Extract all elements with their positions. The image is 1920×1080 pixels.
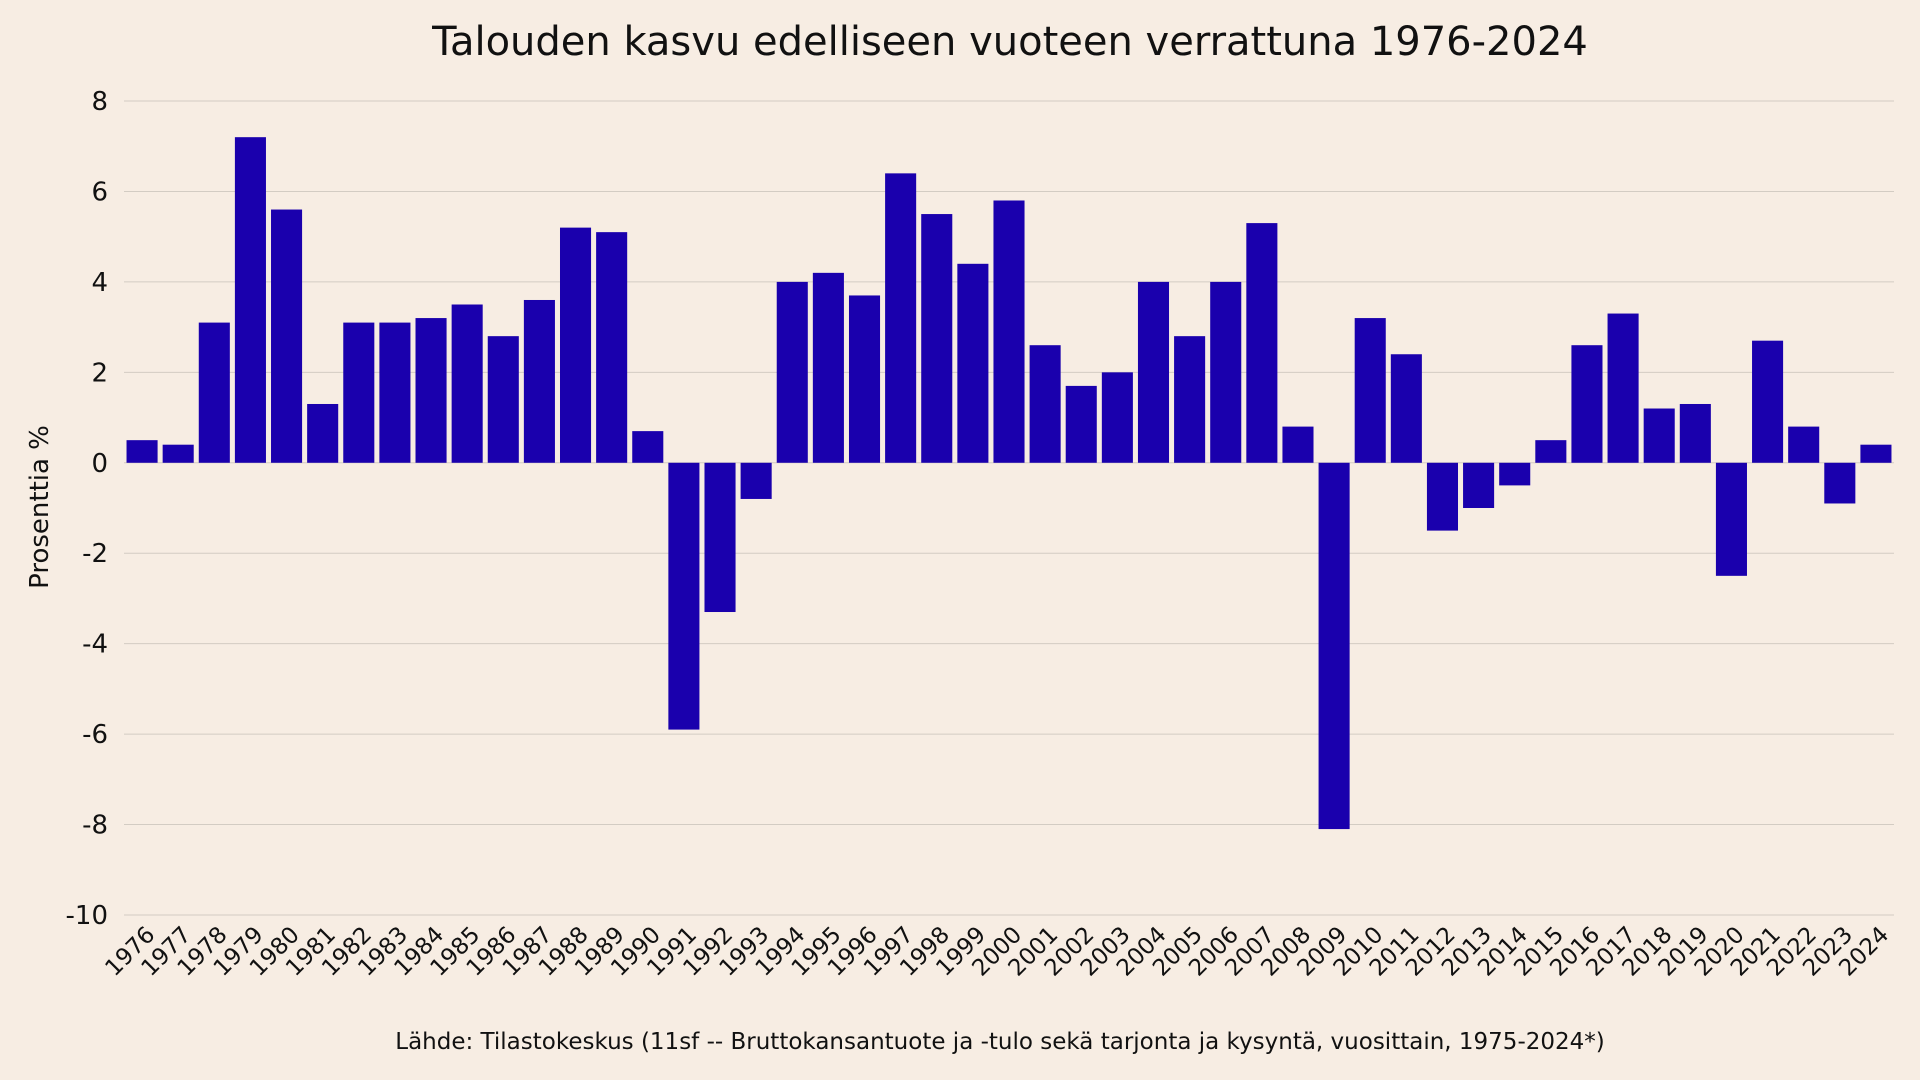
bar-1995	[812, 272, 844, 463]
bar-2017	[1607, 313, 1639, 463]
bar-1990	[632, 431, 664, 463]
y-tick-label: -2	[82, 539, 108, 569]
bar-1991	[668, 462, 700, 730]
y-tick-label: -6	[82, 720, 108, 750]
bar-2011	[1390, 354, 1422, 463]
bar-2014	[1499, 462, 1531, 486]
bar-1981	[307, 403, 339, 463]
bar-2019	[1679, 403, 1711, 463]
bar-2012	[1426, 462, 1459, 531]
bar-1987	[523, 299, 555, 463]
bar-2010	[1354, 318, 1386, 463]
bar-2000	[993, 200, 1025, 463]
bar-2009	[1318, 462, 1350, 830]
x-axis-ticks: 1976197719781979198019811982198319841985…	[101, 922, 1895, 982]
chart-title: Talouden kasvu edelliseen vuoteen verrat…	[431, 19, 1588, 65]
bar-2005	[1174, 336, 1206, 463]
bar-1998	[921, 214, 953, 463]
bar-2015	[1535, 440, 1567, 463]
source-note: Lähde: Tilastokeskus (11sf -- Bruttokans…	[395, 1029, 1605, 1055]
bar-1985	[451, 304, 483, 463]
bar-2023	[1824, 462, 1856, 504]
bar-1994	[776, 281, 808, 463]
y-tick-label: 2	[91, 358, 108, 388]
y-axis-ticks: 8 6 4 2 0 -2 -4 -6 -8 -10	[66, 87, 108, 931]
y-tick-label: -8	[82, 811, 108, 841]
bar-2020	[1715, 462, 1747, 576]
bar-1989	[596, 232, 628, 463]
bar-1993	[740, 462, 772, 499]
y-tick-label: 4	[91, 268, 108, 298]
bar-2003	[1101, 372, 1133, 463]
bar-1986	[487, 336, 519, 463]
bar-2021	[1752, 340, 1784, 463]
bar-2004	[1137, 281, 1170, 463]
bar-1988	[559, 227, 592, 463]
bar-1977	[162, 444, 194, 463]
bar-1996	[848, 295, 881, 463]
y-tick-label: 0	[91, 449, 108, 479]
bar-2016	[1571, 345, 1603, 463]
bar-1976	[126, 440, 158, 463]
y-tick-label: -10	[66, 901, 108, 931]
bar-2006	[1210, 281, 1242, 463]
bar-1980	[271, 209, 303, 463]
bar-2002	[1065, 385, 1097, 463]
bar-1979	[234, 137, 266, 463]
y-tick-label: 6	[91, 177, 108, 207]
bar-1983	[379, 322, 411, 463]
bar-1984	[415, 318, 447, 463]
bar-1997	[885, 173, 917, 463]
y-tick-label: -4	[82, 630, 108, 660]
bar-2022	[1788, 426, 1820, 463]
y-tick-label: 8	[91, 87, 108, 117]
bars	[126, 137, 1892, 830]
bar-2018	[1643, 408, 1675, 463]
bar-1982	[343, 322, 375, 463]
bar-2008	[1282, 426, 1314, 463]
bar-1992	[704, 462, 736, 613]
bar-1978	[198, 322, 230, 463]
bar-2007	[1246, 223, 1278, 463]
bar-2024	[1860, 444, 1892, 463]
y-axis-label: Prosenttia %	[25, 425, 55, 589]
bar-1999	[957, 263, 989, 463]
bar-2001	[1029, 345, 1061, 463]
bar-2013	[1463, 462, 1495, 508]
